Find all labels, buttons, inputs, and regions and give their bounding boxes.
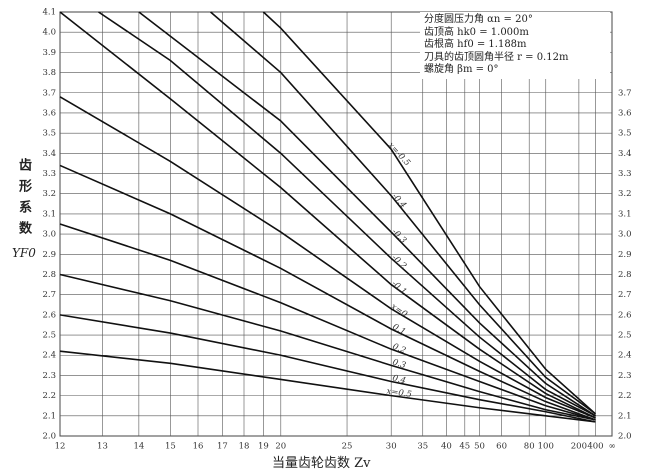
x-tick-label: 25 <box>342 442 353 452</box>
y-tick-label-right: 2.4 <box>618 351 632 361</box>
curve-label: 0.4 <box>391 373 406 386</box>
y-tick-label: 2.9 <box>42 250 56 260</box>
y-axis-label: 齿形系数 <box>16 158 31 242</box>
curve <box>59 223 596 421</box>
y-tick-label: 3.5 <box>42 129 56 139</box>
y-tick-label: 2.0 <box>42 432 56 442</box>
y-axis-symbol: YF0 <box>12 246 36 260</box>
x-tick-label: 35 <box>417 442 428 452</box>
y-tick-label: 3.7 <box>42 88 56 98</box>
curve <box>59 96 596 419</box>
y-tick-label-right: 3.7 <box>618 88 632 98</box>
y-tick-label: 4.1 <box>42 8 56 18</box>
y-tick-label: 2.7 <box>42 290 56 300</box>
y-tick-label: 3.6 <box>42 108 56 118</box>
y-tick-label-right: 3.2 <box>618 189 632 199</box>
y-tick-label-right: 3.4 <box>618 149 632 159</box>
y-tick-label-right: 3.1 <box>618 209 632 219</box>
y-tick-label-right: 3.3 <box>618 169 632 179</box>
curve-label: x=-0.5 <box>386 141 412 169</box>
note-line: 齿根高 hf0 = 1.188m <box>424 39 527 50</box>
y-tick-label-right: 2.9 <box>618 250 632 260</box>
note-box: 分度圆压力角 αn = 20° 齿顶高 hk0 = 1.000m 齿根高 hf0 =… <box>420 12 610 79</box>
x-tick-label: 16 <box>193 442 204 452</box>
y-tick-label: 2.4 <box>42 351 56 361</box>
x-tick-label: 18 <box>239 442 250 452</box>
x-tick-label: 80 <box>524 442 535 452</box>
y-tick-label: 2.8 <box>42 270 56 280</box>
curve <box>262 11 596 415</box>
curve-label: -0.3 <box>390 227 409 246</box>
x-tick-label: 15 <box>165 442 176 452</box>
x-tick-label: 100 <box>538 442 554 452</box>
x-tick-label: 30 <box>386 442 397 452</box>
curve <box>59 314 596 423</box>
curve <box>138 11 596 417</box>
curve <box>59 11 596 419</box>
x-tick-label: 17 <box>217 442 228 452</box>
x-tick-label: 40 <box>441 442 452 452</box>
y-tick-label: 2.1 <box>42 411 56 421</box>
y-tick-label-right: 3.5 <box>618 129 632 139</box>
note-line: 螺旋角 βm = 0° <box>424 64 499 75</box>
curve-label: x=0.5 <box>386 386 413 400</box>
x-tick-label: 12 <box>55 442 66 452</box>
y-tick-label: 3.4 <box>42 149 56 159</box>
y-tick-label: 2.3 <box>42 371 56 381</box>
x-tick-label: 60 <box>496 442 507 452</box>
curve <box>59 273 596 421</box>
y-tick-label-right: 2.7 <box>618 290 632 300</box>
y-tick-label-right: 2.8 <box>618 270 632 280</box>
y-tick-label-right: 2.1 <box>618 411 632 421</box>
y-tick-label-right: 3.0 <box>618 230 632 240</box>
x-axis-label: 当量齿轮齿数 Zv <box>272 456 371 471</box>
x-tick-label: ∞ <box>608 442 615 452</box>
y-tick-label-right: 2.2 <box>618 391 632 401</box>
x-tick-label: 20 <box>275 442 286 452</box>
y-tick-label: 3.8 <box>42 68 56 78</box>
y-tick-label-right: 3.6 <box>618 108 632 118</box>
x-tick-label: 400 <box>587 442 603 452</box>
curve-label: -0.2 <box>389 253 408 272</box>
x-tick-label: 19 <box>258 442 269 452</box>
curve <box>210 11 596 415</box>
x-tick-label: 50 <box>474 442 485 452</box>
y-tick-label: 3.9 <box>42 48 56 58</box>
y-tick-label: 3.2 <box>42 189 56 199</box>
curve <box>98 11 596 417</box>
y-tick-label-right: 2.6 <box>618 310 632 320</box>
note-line: 分度圆压力角 αn = 20° <box>424 14 533 25</box>
y-tick-label: 4.0 <box>42 28 56 38</box>
curve-label: 0.3 <box>391 358 407 372</box>
y-tick-label: 3.1 <box>42 209 56 219</box>
curve <box>59 164 596 421</box>
x-tick-label: 14 <box>133 442 144 452</box>
note-line: 刀具的齿顶圆角半径 r = 0.12m <box>424 51 569 63</box>
y-tick-label: 2.5 <box>42 331 56 341</box>
curve-label: 0.2 <box>391 342 407 356</box>
curve-label: -0.4 <box>390 192 408 211</box>
note-line: 齿顶高 hk0 = 1.000m <box>424 26 529 38</box>
y-tick-label-right: 2.5 <box>618 331 632 341</box>
y-tick-label-right: 2.3 <box>618 371 632 381</box>
x-tick-label: 13 <box>97 442 108 452</box>
y-tick-label: 2.2 <box>42 391 56 401</box>
y-tick-label: 2.6 <box>42 310 56 320</box>
curve <box>59 350 596 423</box>
x-tick-label: 200 <box>571 442 587 452</box>
y-tick-label: 3.0 <box>42 230 56 240</box>
y-tick-label-right: 2.0 <box>618 432 632 442</box>
y-tick-label: 3.3 <box>42 169 56 179</box>
x-tick-label: 45 <box>459 442 470 452</box>
